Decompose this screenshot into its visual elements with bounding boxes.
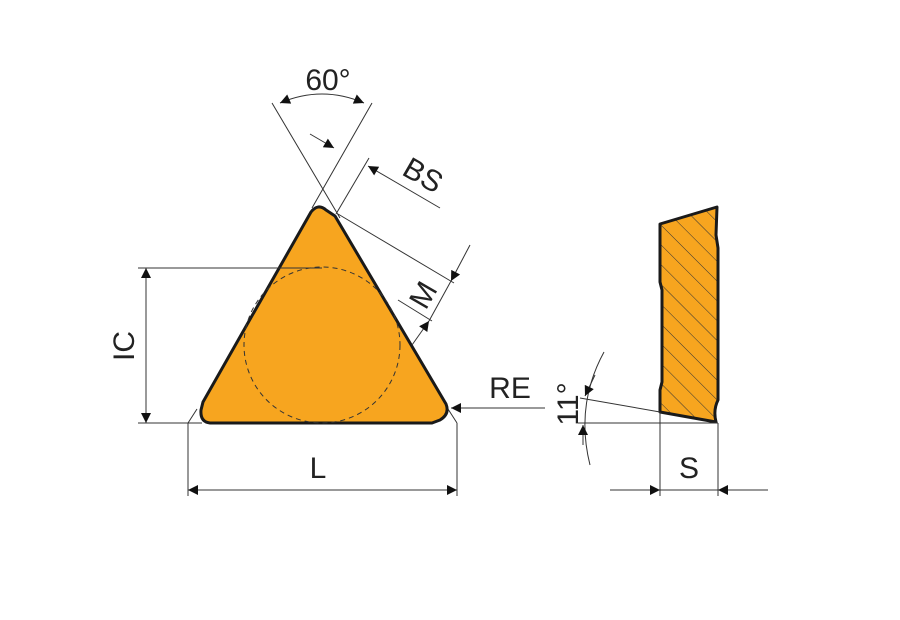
m-arrow-bottom bbox=[411, 320, 430, 346]
m-arrow-top bbox=[450, 244, 471, 282]
angle-11-label: 11° bbox=[552, 382, 585, 425]
ic-label: IC bbox=[108, 331, 141, 361]
inscribed-circle bbox=[243, 266, 401, 424]
bs-arrow-right bbox=[367, 165, 441, 209]
angle-60-label: 60° bbox=[305, 64, 350, 97]
angle-11-arc bbox=[584, 351, 605, 466]
m-dimension-line bbox=[428, 280, 452, 322]
ic-extension-lines bbox=[138, 267, 322, 424]
bs-arrow-left bbox=[309, 133, 335, 149]
corner-lines bbox=[187, 408, 458, 424]
s-label: S bbox=[679, 452, 699, 485]
l-label: L bbox=[310, 452, 327, 485]
angle-60-lines bbox=[271, 102, 373, 219]
l-extension-lines bbox=[187, 423, 458, 496]
m-extension-lines bbox=[337, 213, 455, 322]
angle-60-arc bbox=[279, 93, 365, 104]
m-label: M bbox=[403, 276, 444, 314]
re-label: RE bbox=[489, 372, 531, 405]
angle-11-lines bbox=[578, 397, 718, 424]
angle-11-arrow-top bbox=[584, 374, 596, 397]
s-extension-lines bbox=[659, 412, 719, 496]
insert-triangle bbox=[199, 205, 449, 425]
bs-label: BS bbox=[397, 151, 448, 200]
bs-extension-line bbox=[335, 157, 370, 215]
insert-side-view bbox=[658, 205, 720, 424]
